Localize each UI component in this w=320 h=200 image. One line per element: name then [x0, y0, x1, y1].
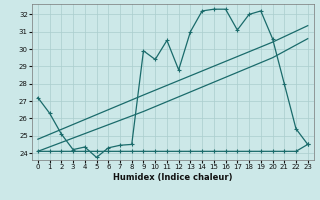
X-axis label: Humidex (Indice chaleur): Humidex (Indice chaleur): [113, 173, 233, 182]
